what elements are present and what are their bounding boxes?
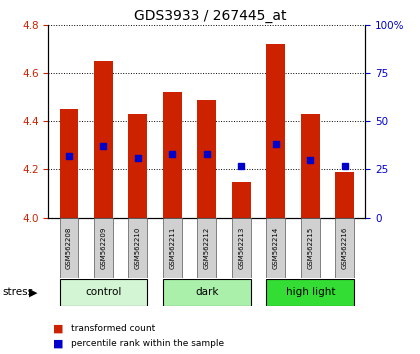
Bar bbox=[335, 172, 354, 218]
Text: transformed count: transformed count bbox=[71, 324, 156, 333]
Text: ■: ■ bbox=[52, 338, 63, 348]
Bar bbox=[129, 218, 147, 278]
Text: GSM562215: GSM562215 bbox=[307, 227, 313, 269]
Text: GSM562211: GSM562211 bbox=[169, 227, 176, 269]
Bar bbox=[266, 218, 285, 278]
Text: control: control bbox=[85, 287, 122, 297]
Text: high light: high light bbox=[286, 287, 335, 297]
Bar bbox=[266, 44, 285, 218]
Bar bbox=[129, 114, 147, 218]
Text: GSM562209: GSM562209 bbox=[100, 227, 106, 269]
Text: ▶: ▶ bbox=[29, 287, 37, 297]
Bar bbox=[301, 114, 320, 218]
Bar bbox=[335, 218, 354, 278]
Text: GSM562214: GSM562214 bbox=[273, 227, 279, 269]
Bar bbox=[163, 279, 251, 306]
Bar bbox=[60, 279, 147, 306]
Text: GSM562213: GSM562213 bbox=[238, 227, 244, 269]
Bar bbox=[266, 279, 354, 306]
Text: stress: stress bbox=[2, 287, 33, 297]
Bar bbox=[60, 218, 79, 278]
Text: GDS3933 / 267445_at: GDS3933 / 267445_at bbox=[134, 9, 286, 23]
Bar bbox=[197, 218, 216, 278]
Bar bbox=[197, 99, 216, 218]
Text: dark: dark bbox=[195, 287, 218, 297]
Bar bbox=[232, 218, 251, 278]
Bar bbox=[163, 218, 182, 278]
Text: GSM562210: GSM562210 bbox=[135, 227, 141, 269]
Bar bbox=[94, 61, 113, 218]
Bar bbox=[94, 218, 113, 278]
Bar bbox=[232, 182, 251, 218]
Bar bbox=[163, 92, 182, 218]
Text: GSM562212: GSM562212 bbox=[204, 227, 210, 269]
Text: percentile rank within the sample: percentile rank within the sample bbox=[71, 339, 225, 348]
Text: GSM562216: GSM562216 bbox=[342, 227, 348, 269]
Bar bbox=[301, 218, 320, 278]
Text: GSM562208: GSM562208 bbox=[66, 227, 72, 269]
Text: ■: ■ bbox=[52, 324, 63, 333]
Bar bbox=[60, 109, 79, 218]
